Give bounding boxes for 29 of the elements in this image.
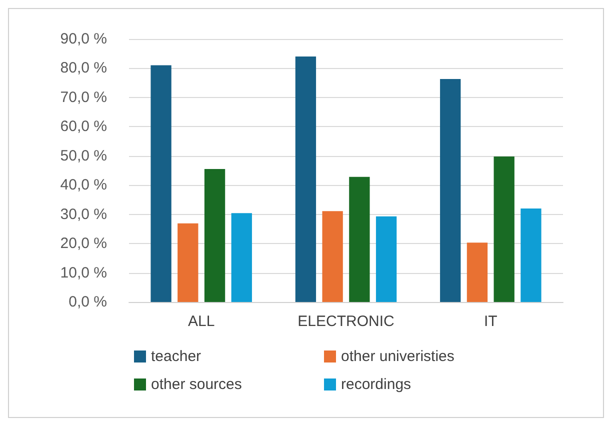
bar — [322, 211, 343, 302]
bar — [376, 216, 397, 302]
bar — [295, 56, 316, 302]
y-tick-label: 80,0 % — [60, 60, 107, 77]
x-tick-label: ELECTRONIC — [298, 313, 395, 330]
bar — [520, 208, 542, 302]
y-tick-label: 40,0 % — [60, 176, 107, 194]
legend-label: teacher — [151, 348, 202, 365]
y-tick-label: 30,0 % — [60, 206, 107, 223]
legend-label: other sources — [151, 376, 242, 393]
bar — [440, 79, 461, 302]
bar — [150, 65, 172, 302]
bar — [178, 223, 198, 302]
bar — [494, 156, 514, 302]
y-tick-label: 70,0 % — [60, 88, 107, 106]
y-tick-label: 10,0 % — [60, 264, 107, 282]
x-tick-label: ALL — [188, 313, 215, 330]
y-tick-label: 90,0 % — [60, 30, 107, 48]
legend-label: other univeristies — [341, 348, 454, 365]
x-tick-label: IT — [484, 313, 498, 330]
legend-label: recordings — [341, 376, 412, 393]
bar — [466, 242, 488, 302]
y-tick-label: 20,0 % — [60, 235, 107, 252]
y-tick-label: 0,0 % — [68, 294, 107, 310]
y-tick-label: 60,0 % — [60, 118, 107, 136]
bar — [231, 213, 252, 302]
bar — [204, 169, 226, 302]
bar — [349, 176, 370, 302]
y-tick-label: 50,0 % — [60, 147, 107, 164]
